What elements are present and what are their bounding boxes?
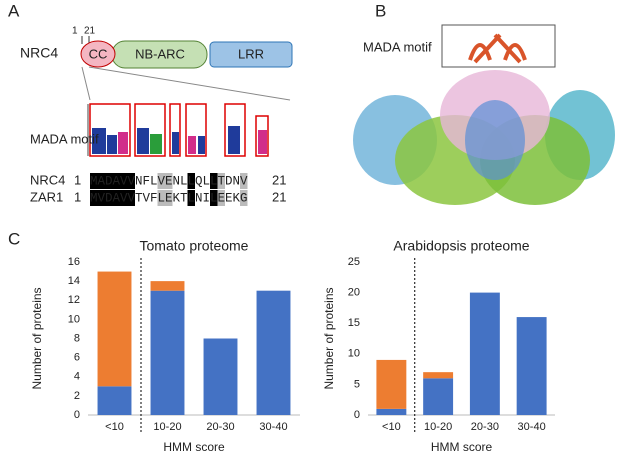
y-tick-label: 15 [348, 317, 360, 329]
y-tick-label: 20 [348, 287, 360, 299]
seq-name: ZAR1 [30, 189, 63, 204]
y-tick-label: 2 [74, 390, 80, 402]
shade [210, 173, 218, 189]
x-axis-label: HMM score [163, 440, 225, 454]
domain-label: CC [89, 46, 108, 61]
bar [423, 378, 454, 415]
shade [240, 190, 248, 206]
seq-name: NRC4 [30, 172, 65, 187]
sequence-logo [87, 103, 269, 157]
motif-label: MADA motif [30, 131, 99, 146]
bar [516, 317, 547, 415]
alignment: NRC4 1 MADAVVNFLVENLLQLLTDNV 21 ZAR1 1 MVDAVVT… [30, 172, 286, 206]
y-tick-label: 5 [354, 378, 360, 390]
protein-structure [353, 24, 615, 205]
zoom-line [88, 66, 291, 101]
y-tick-label: 0 [74, 409, 80, 421]
y-tick-label: 25 [348, 256, 360, 268]
shade [105, 190, 113, 206]
protein-name: NRC4 [20, 45, 58, 61]
shade [210, 190, 218, 206]
panel-letter: C [8, 229, 20, 248]
domain-label: LRR [238, 46, 264, 61]
y-tick-label: 16 [68, 256, 80, 268]
bar [469, 292, 500, 415]
shade [112, 190, 120, 206]
seq-end: 21 [272, 172, 286, 187]
shade [165, 190, 173, 206]
shade [157, 190, 165, 206]
shade [90, 173, 98, 189]
residue-end: 21 [84, 26, 96, 37]
shade [187, 190, 195, 206]
x-tick-label: 20-30 [471, 421, 499, 433]
seq-start: 1 [74, 172, 81, 187]
domain-label: NB-ARC [135, 46, 185, 61]
sequence: MADAVVNFLVENLLQLLTDNV [90, 174, 248, 188]
y-axis-label: Number of proteins [30, 287, 44, 389]
x-tick-label: 30-40 [259, 421, 287, 433]
bar [423, 372, 454, 379]
shade [120, 173, 128, 189]
zoom-line [81, 66, 91, 101]
bar [150, 281, 185, 291]
bar [97, 386, 132, 415]
y-tick-label: 6 [74, 352, 80, 364]
y-tick-label: 8 [74, 332, 80, 344]
panel-letter: B [375, 1, 386, 20]
y-tick-label: 10 [348, 348, 360, 360]
residue-start: 1 [72, 26, 78, 37]
motif-label: MADA motif [363, 39, 432, 54]
bar [150, 290, 185, 415]
bar [203, 338, 238, 415]
shade [127, 173, 135, 189]
shade [97, 173, 105, 189]
shade [127, 190, 135, 206]
shade [112, 173, 120, 189]
y-tick-label: 0 [354, 409, 360, 421]
y-tick-label: 12 [68, 294, 80, 306]
seq-end: 21 [272, 189, 286, 204]
shade [90, 190, 98, 206]
bar [376, 359, 407, 409]
chart-title: Arabidopsis proteome [393, 238, 529, 254]
shade [120, 190, 128, 206]
shade [157, 173, 165, 189]
shade [187, 173, 195, 189]
lrr-domain [209, 41, 293, 68]
y-tick-label: 14 [68, 275, 80, 287]
y-tick-label: 4 [74, 371, 80, 383]
shade [217, 190, 225, 206]
x-tick-label: 10-20 [424, 421, 452, 433]
y-axis-label: Number of proteins [322, 287, 336, 389]
seq-start: 1 [74, 189, 81, 204]
shade [240, 173, 248, 189]
x-axis-label: HMM score [431, 440, 493, 454]
shade [217, 173, 225, 189]
bar [97, 271, 132, 387]
x-tick-label: 10-20 [153, 421, 181, 433]
sequence: MVDAVVTVFLEKTLNILEEKG [90, 191, 248, 205]
x-tick-label: 20-30 [206, 421, 234, 433]
x-tick-label: <10 [105, 421, 124, 433]
shade [165, 173, 173, 189]
shade [105, 173, 113, 189]
bar [376, 408, 407, 415]
x-tick-label: 30-40 [518, 421, 546, 433]
panel-letter: A [8, 1, 20, 20]
y-tick-label: 10 [68, 313, 80, 325]
chart-title: Tomato proteome [140, 238, 249, 254]
bar [256, 290, 291, 415]
x-tick-label: <10 [382, 421, 401, 433]
shade [97, 190, 105, 206]
cc-domain [80, 40, 116, 68]
